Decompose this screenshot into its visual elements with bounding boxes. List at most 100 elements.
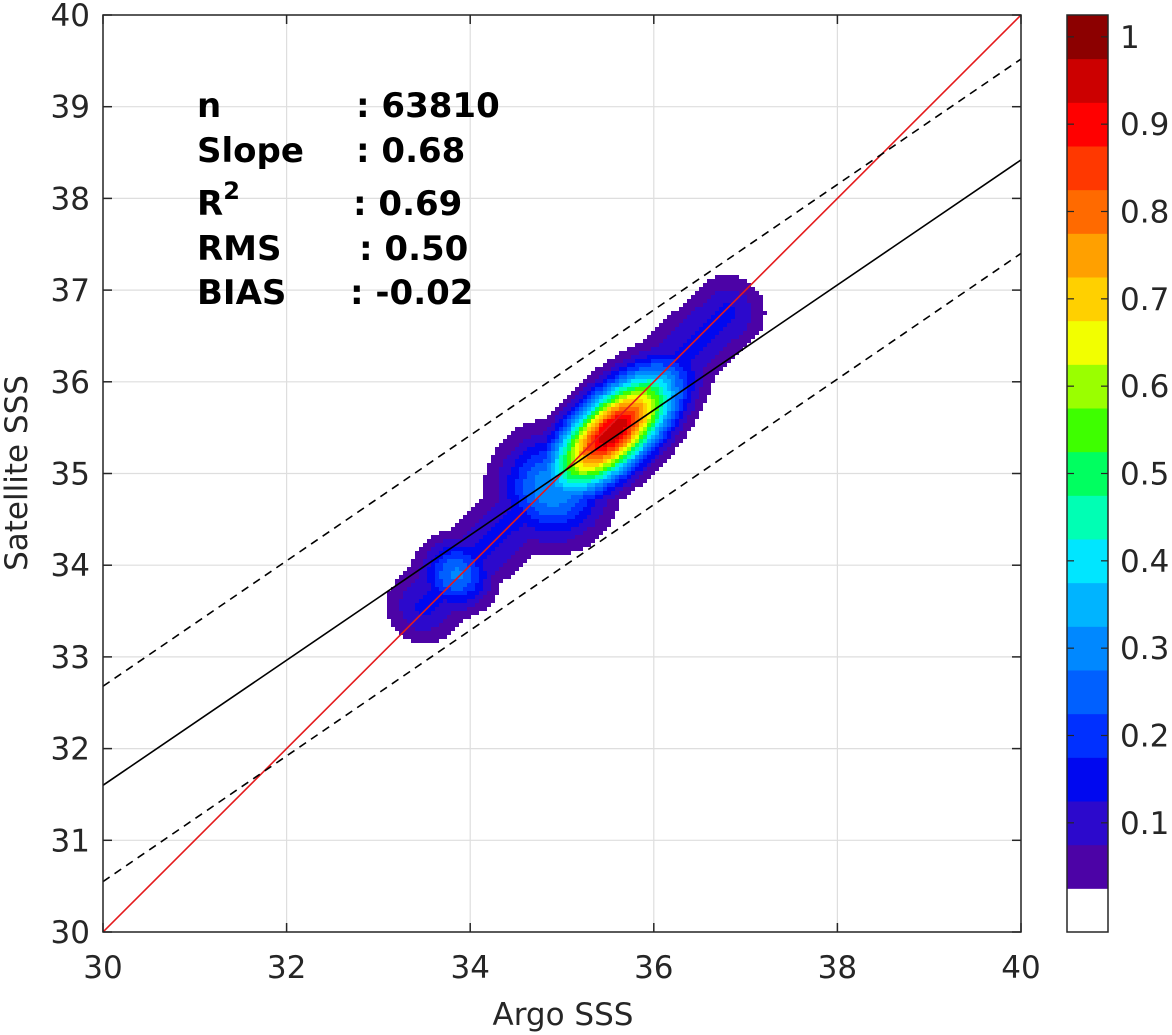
density-cell xyxy=(567,423,571,427)
density-cell xyxy=(611,455,615,459)
density-cell xyxy=(683,383,687,387)
density-cell xyxy=(559,403,567,407)
density-cell xyxy=(527,539,539,543)
density-cell xyxy=(531,467,547,471)
density-cell xyxy=(579,419,583,423)
density-cell xyxy=(499,471,511,475)
density-cell xyxy=(555,471,559,475)
density-cell xyxy=(507,495,519,499)
density-cell xyxy=(579,467,595,471)
density-cell xyxy=(571,471,579,475)
density-cell xyxy=(463,551,491,555)
density-cell xyxy=(635,455,639,459)
density-cell xyxy=(615,355,631,359)
density-cell xyxy=(707,279,747,283)
density-cell xyxy=(595,367,611,371)
density-cell xyxy=(547,435,555,439)
density-cell xyxy=(651,415,655,419)
density-cell xyxy=(519,527,535,531)
density-cell xyxy=(583,419,587,423)
density-cell xyxy=(683,427,691,431)
density-cell xyxy=(547,439,551,443)
density-cell xyxy=(499,495,507,499)
density-cell xyxy=(619,447,623,451)
density-cell xyxy=(695,291,715,295)
density-cell xyxy=(603,491,611,495)
density-cell xyxy=(695,403,703,407)
density-cell xyxy=(611,459,615,463)
density-cell xyxy=(611,387,615,391)
density-cell xyxy=(495,571,515,575)
density-cell xyxy=(619,407,639,411)
density-cell xyxy=(675,439,683,443)
density-cell xyxy=(579,471,587,475)
density-cell xyxy=(635,423,639,427)
density-cell xyxy=(651,451,659,455)
density-cell xyxy=(567,415,571,419)
density-cell xyxy=(691,359,711,363)
density-cell xyxy=(619,399,623,403)
density-cell xyxy=(427,579,435,583)
density-cell xyxy=(639,423,643,427)
reference-lines xyxy=(103,15,1021,932)
density-cell xyxy=(631,467,635,471)
density-cell xyxy=(607,395,611,399)
density-cell xyxy=(723,327,747,331)
density-cell xyxy=(735,311,751,315)
density-cell xyxy=(499,491,507,495)
density-cell xyxy=(659,411,663,415)
density-cell xyxy=(419,547,431,551)
density-cell xyxy=(555,407,563,411)
density-cell xyxy=(575,403,579,407)
density-cell xyxy=(419,567,427,571)
density-cell xyxy=(559,503,575,507)
stat-bias-value: : -0.02 xyxy=(350,273,473,313)
density-cell xyxy=(667,435,671,439)
density-cell xyxy=(511,555,531,559)
density-cell xyxy=(623,359,635,363)
density-cell xyxy=(527,471,539,475)
density-cell xyxy=(559,427,563,431)
density-cell xyxy=(663,379,671,383)
density-cell xyxy=(587,499,595,503)
density-cell xyxy=(647,451,651,455)
density-cell xyxy=(683,303,703,307)
density-cell xyxy=(635,359,651,363)
density-cell xyxy=(703,303,723,307)
density-cell xyxy=(415,607,435,611)
density-cell xyxy=(683,415,687,419)
density-cell xyxy=(663,411,667,415)
density-cell xyxy=(567,455,571,459)
y-tick-label-1: 31 xyxy=(51,823,90,859)
density-cell xyxy=(427,567,435,571)
density-cell xyxy=(675,423,679,427)
density-cell xyxy=(671,423,675,427)
density-cell xyxy=(439,531,467,535)
density-cell xyxy=(587,395,591,399)
density-cell xyxy=(611,403,615,407)
density-cell xyxy=(695,307,719,311)
density-cell xyxy=(695,379,703,383)
density-cell xyxy=(627,387,635,391)
density-cell xyxy=(603,455,611,459)
colorbar-segment-9 xyxy=(1067,495,1108,540)
density-cell xyxy=(595,395,599,399)
density-cell xyxy=(507,487,515,491)
density-cell xyxy=(527,499,539,503)
colorbar-tick-label-8: 0.9 xyxy=(1120,107,1169,143)
density-cell xyxy=(619,383,623,387)
density-cell xyxy=(591,479,599,483)
density-cell xyxy=(599,419,603,423)
density-cell xyxy=(575,387,583,391)
density-cell xyxy=(491,579,503,583)
density-cell xyxy=(567,435,571,439)
y-tick-label-9: 39 xyxy=(51,90,90,126)
density-cell xyxy=(483,515,503,519)
density-cell xyxy=(671,311,691,315)
density-cell xyxy=(551,463,555,467)
density-cell xyxy=(491,527,519,531)
density-cell xyxy=(623,391,631,395)
density-cell xyxy=(607,503,619,507)
density-cell xyxy=(555,451,559,455)
density-cell xyxy=(611,407,619,411)
